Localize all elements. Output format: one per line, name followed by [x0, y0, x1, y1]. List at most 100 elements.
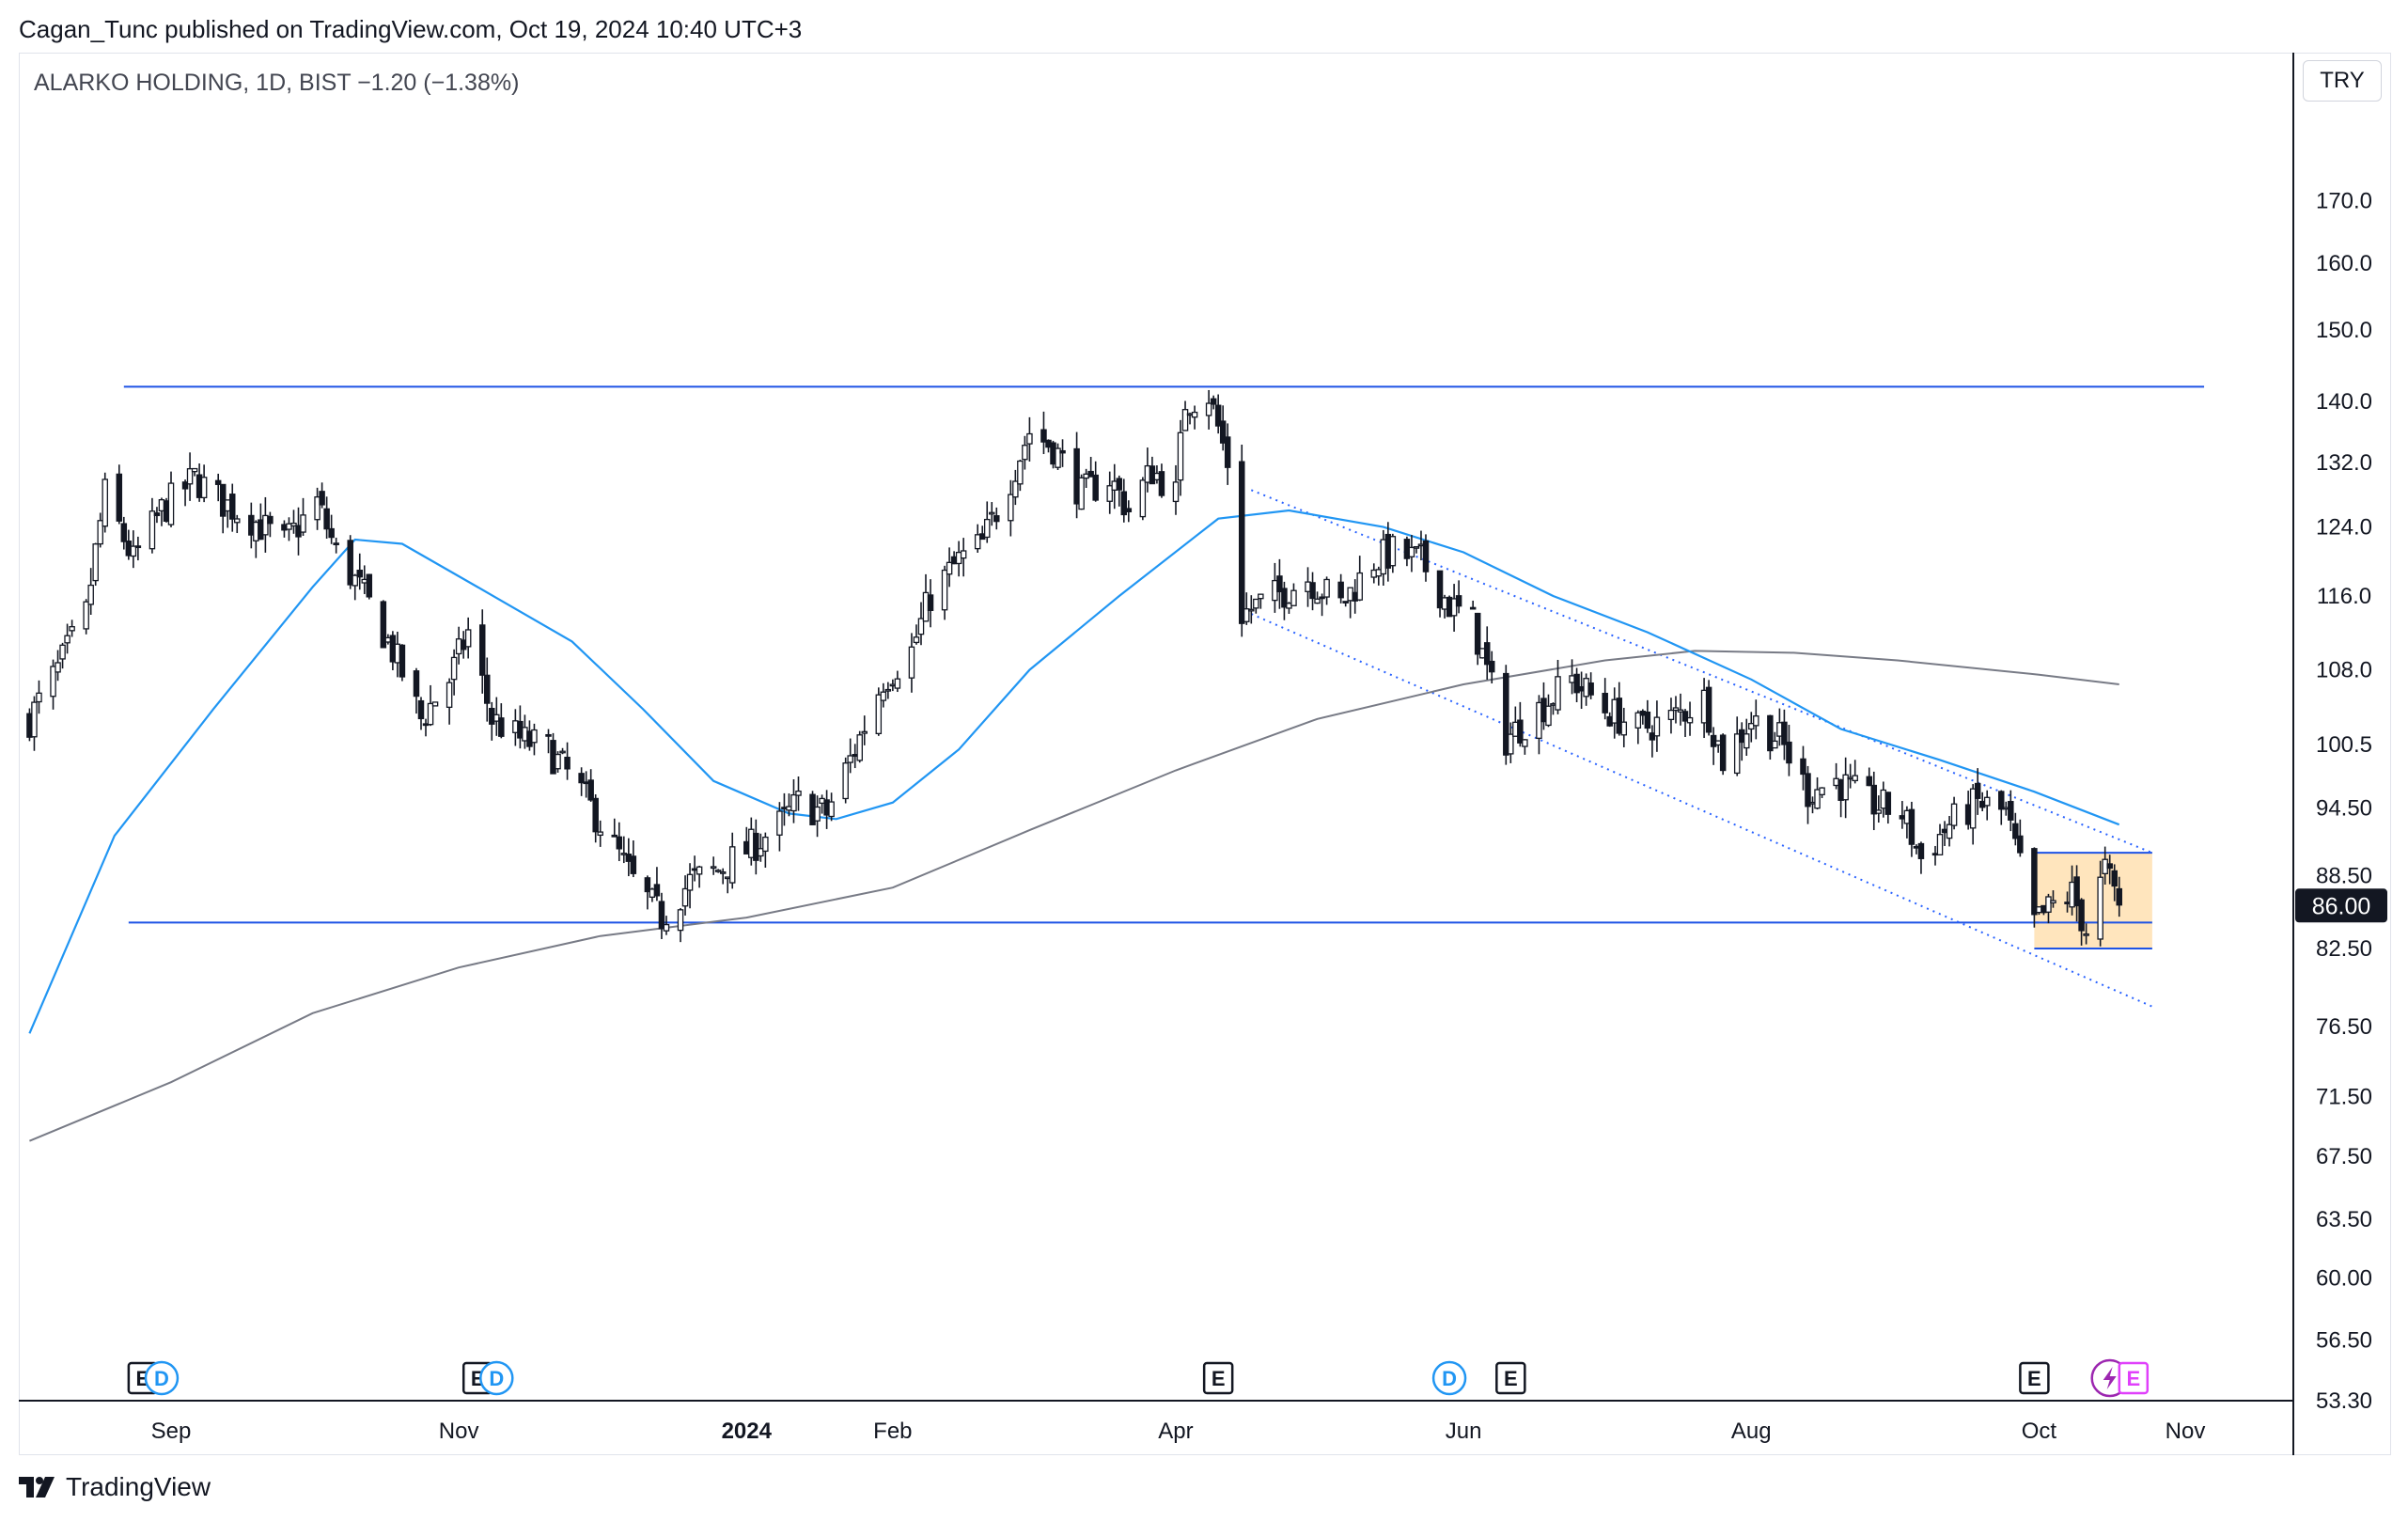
candle-body	[941, 569, 948, 611]
chart-frame	[19, 53, 2391, 1455]
candle-body	[1309, 582, 1316, 600]
candle-body	[1214, 404, 1222, 427]
candle-body	[181, 481, 189, 490]
price-tick-label: 71.50	[2316, 1084, 2372, 1109]
candle-body	[1290, 589, 1297, 606]
currency-button[interactable]: TRY	[2303, 60, 2382, 102]
candle-body	[611, 834, 618, 838]
candle-body	[1587, 682, 1594, 696]
candle-body	[352, 574, 358, 587]
candle-body	[1116, 478, 1123, 491]
candle-body	[1950, 803, 1958, 826]
candle-body	[1408, 546, 1415, 557]
candle-body	[1733, 733, 1741, 775]
candle-body	[2045, 896, 2052, 913]
candle-body	[31, 701, 38, 738]
candles-layer	[26, 389, 2122, 947]
candle-body	[1602, 692, 1608, 713]
candle-body	[484, 674, 491, 704]
price-tick-label: 63.50	[2316, 1207, 2372, 1232]
candle-body	[97, 520, 103, 545]
dividend-icon-glyph: D	[489, 1367, 504, 1390]
candle-body	[1323, 578, 1330, 598]
candle-body	[644, 877, 651, 893]
price-tick-label: 150.0	[2316, 318, 2372, 343]
candle-body	[1781, 721, 1788, 745]
candle-body	[1974, 782, 1981, 799]
candle-body	[446, 682, 453, 708]
candle-body	[1772, 740, 1778, 749]
candle-body	[1767, 714, 1774, 752]
candle-body	[214, 479, 222, 485]
candle-body	[1884, 792, 1892, 815]
candle-body	[1936, 834, 1944, 855]
candle-body	[399, 644, 406, 678]
dividend-icon	[1431, 1360, 1467, 1396]
candle-body	[1620, 721, 1628, 736]
candle-body	[290, 522, 297, 527]
candle-body	[1219, 420, 1227, 444]
candle-body	[2017, 835, 2024, 854]
candle-body	[1719, 734, 1727, 772]
candle-body	[2111, 870, 2118, 887]
candle-body	[134, 545, 142, 549]
candle-body	[983, 518, 991, 539]
candle-body	[714, 870, 722, 872]
candle-body	[658, 901, 665, 930]
dividend-icon-glyph: D	[1442, 1367, 1457, 1390]
candle-body	[1483, 642, 1491, 666]
earnings-icon	[1202, 1361, 1234, 1395]
candle-body	[1852, 775, 1858, 782]
candle-body	[719, 870, 727, 874]
axes-layer: 170.0 160.0 150.0 140.0 132.0 124.0 116.0 108.0…	[19, 53, 2387, 1455]
candle-body	[1026, 432, 1033, 445]
candle-body	[828, 801, 835, 818]
candle-body	[1814, 789, 1821, 809]
candle-body	[1805, 773, 1811, 808]
candle-body	[545, 733, 552, 737]
candle-body	[559, 750, 566, 754]
candle-body	[262, 514, 269, 536]
candle-body	[380, 601, 387, 649]
symbol-legend[interactable]: ALARKO HOLDING, 1D, BIST −1.20 (−1.38%)	[34, 70, 520, 96]
price-tick-label: 56.50	[2316, 1328, 2372, 1354]
candle-body	[564, 756, 571, 770]
candle-body	[167, 482, 175, 525]
time-tick-label: Nov	[439, 1419, 479, 1444]
candle-body	[186, 468, 194, 485]
candle-body	[710, 866, 717, 870]
price-tick-label: 170.0	[2316, 188, 2372, 213]
candle-body	[1087, 470, 1094, 478]
earnings-icon-glyph: E	[2027, 1367, 2041, 1390]
dividend-icon	[479, 1360, 514, 1396]
candle-body	[894, 678, 901, 689]
sma-fast-line	[28, 509, 2120, 1034]
candle-body	[1253, 598, 1259, 609]
candle-body	[1436, 570, 1444, 609]
candle-body	[200, 477, 208, 499]
candle-body	[1276, 575, 1283, 593]
price-tick-label: 88.50	[2316, 864, 2372, 889]
candle-body	[1908, 808, 1915, 845]
tradingview-branding[interactable]: TradingView	[19, 1472, 211, 1502]
price-tick-label: 53.30	[2316, 1388, 2372, 1414]
candle-body	[1522, 739, 1528, 747]
candle-body	[1181, 409, 1189, 431]
candle-body	[333, 542, 339, 546]
candle-body	[960, 550, 967, 559]
candle-body	[83, 601, 89, 630]
candle-body	[328, 527, 335, 539]
candle-body	[795, 790, 802, 796]
candle-body	[753, 832, 759, 861]
candle-body	[1672, 707, 1680, 712]
candle-body	[1450, 598, 1458, 617]
price-tick-label: 116.0	[2317, 584, 2371, 609]
candle-body	[191, 467, 198, 473]
candle-body	[1022, 445, 1028, 461]
dividend-icon-glyph: D	[154, 1367, 169, 1390]
candle-body	[653, 884, 661, 897]
candle-body	[50, 666, 56, 698]
candle-body	[2008, 801, 2014, 821]
candle-body	[1125, 508, 1133, 512]
